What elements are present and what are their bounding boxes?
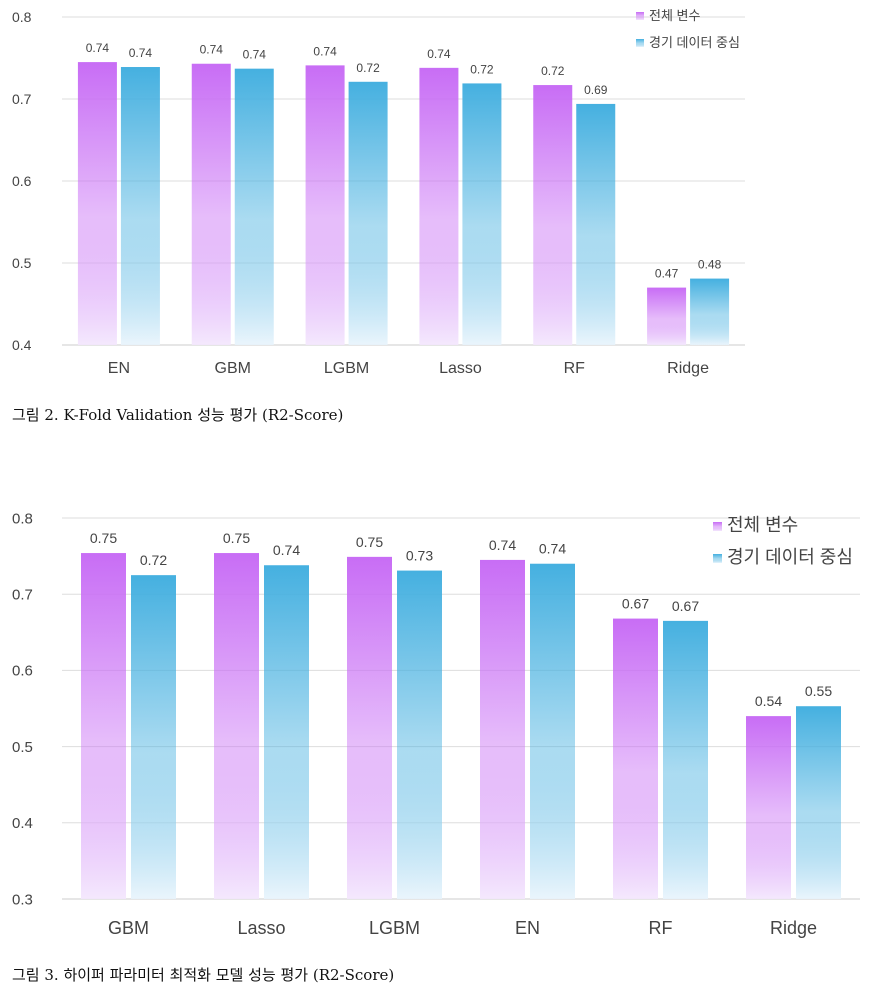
bar-en-series-2 xyxy=(120,67,160,346)
data-label: 0.74 xyxy=(243,48,267,62)
data-label: 0.74 xyxy=(427,47,451,61)
bar-en-series-1 xyxy=(480,559,525,899)
data-label: 0.67 xyxy=(622,596,649,612)
bar-rf-series-1 xyxy=(533,85,573,345)
bar-ridge-series-2 xyxy=(796,706,841,899)
figure-2-caption: 그림 2. K-Fold Validation 성능 평가 (R2-Score) xyxy=(12,406,344,424)
bar-ridge-series-1 xyxy=(746,716,791,899)
y-tick-label: 0.8 xyxy=(12,510,33,527)
bar-lgbm-series-1 xyxy=(347,556,392,899)
y-tick-label: 0.7 xyxy=(12,91,32,107)
data-label: 0.75 xyxy=(90,530,117,546)
data-label: 0.72 xyxy=(356,61,380,75)
bar-lgbm-series-1 xyxy=(305,65,345,345)
data-label: 0.72 xyxy=(541,64,565,78)
data-label: 0.74 xyxy=(539,541,566,557)
y-tick-label: 0.4 xyxy=(12,337,32,353)
bar-ridge-series-2 xyxy=(690,278,730,345)
bar-en-series-2 xyxy=(530,563,575,899)
bar-lgbm-series-2 xyxy=(397,570,442,899)
hyperparameter-tuned-chart: 0.3 0.4 0.5 0.6 0.7 0.8 0.75 0.72 GBM 0.75 0.74 Las… xyxy=(12,510,860,938)
y-tick-label: 0.5 xyxy=(12,739,33,756)
bar-rf-series-1 xyxy=(613,618,658,899)
legend-label: 경기 데이터 중심 xyxy=(727,547,853,567)
bar-gbm-series-2 xyxy=(234,68,274,345)
legend-swatch xyxy=(636,12,644,20)
y-tick-label: 0.3 xyxy=(12,891,33,908)
data-label: 0.74 xyxy=(86,41,110,55)
bar-lasso-series-1 xyxy=(419,67,459,345)
bar-lgbm-series-2 xyxy=(348,81,388,345)
bar-lasso-series-2 xyxy=(264,565,309,899)
x-tick-label: Lasso xyxy=(237,918,285,938)
kfold-validation-chart: 0.4 0.5 0.6 0.7 0.8 0.74 0.74 EN 0.74 0.74 GBM 0.74… xyxy=(12,8,745,377)
data-label: 0.54 xyxy=(755,693,782,709)
data-label: 0.55 xyxy=(805,683,832,699)
x-tick-label: RF xyxy=(649,918,673,938)
x-tick-label: Lasso xyxy=(439,360,482,377)
y-tick-label: 0.7 xyxy=(12,586,33,603)
legend-swatch xyxy=(636,39,644,47)
data-label: 0.75 xyxy=(223,530,250,546)
data-label: 0.48 xyxy=(698,258,722,272)
x-tick-label: Ridge xyxy=(667,360,709,377)
data-label: 0.74 xyxy=(489,537,516,553)
data-label: 0.67 xyxy=(672,598,699,614)
bar-gbm-series-2 xyxy=(131,575,176,899)
bar-lasso-series-1 xyxy=(214,553,259,899)
bar-en-series-1 xyxy=(77,62,117,345)
y-tick-label: 0.4 xyxy=(12,815,33,832)
bar-gbm-series-1 xyxy=(191,63,231,346)
legend-label: 경기 데이터 중심 xyxy=(649,35,740,50)
data-label: 0.47 xyxy=(655,267,679,281)
x-tick-label: EN xyxy=(515,918,540,938)
data-label: 0.72 xyxy=(140,552,167,568)
data-label: 0.74 xyxy=(273,542,300,558)
legend-label: 전체 변수 xyxy=(649,8,700,23)
data-label: 0.74 xyxy=(313,44,337,58)
data-label: 0.74 xyxy=(129,46,153,60)
x-tick-label: EN xyxy=(108,360,130,377)
x-tick-label: GBM xyxy=(108,918,149,938)
data-label: 0.69 xyxy=(584,83,608,97)
bar-gbm-series-1 xyxy=(81,553,126,899)
y-tick-label: 0.6 xyxy=(12,173,32,189)
data-label: 0.73 xyxy=(406,548,433,564)
x-tick-label: LGBM xyxy=(369,918,420,938)
y-tick-label: 0.6 xyxy=(12,663,33,680)
legend-swatch xyxy=(713,554,722,563)
data-label: 0.72 xyxy=(470,62,494,76)
legend-label: 전체 변수 xyxy=(727,515,798,535)
figure-3-caption: 그림 3. 하이퍼 파라미터 최적화 모델 성능 평가 (R2-Score) xyxy=(12,966,395,984)
data-label: 0.75 xyxy=(356,534,383,550)
y-tick-label: 0.5 xyxy=(12,255,32,271)
x-tick-label: Ridge xyxy=(770,918,817,938)
x-tick-label: GBM xyxy=(215,360,251,377)
x-tick-label: RF xyxy=(564,360,586,377)
bar-rf-series-2 xyxy=(663,620,708,899)
bar-rf-series-2 xyxy=(576,103,616,345)
y-tick-label: 0.8 xyxy=(12,9,32,25)
legend-swatch xyxy=(713,522,722,531)
bar-lasso-series-2 xyxy=(462,83,502,346)
x-tick-label: LGBM xyxy=(324,360,369,377)
bar-ridge-series-1 xyxy=(647,287,687,345)
data-label: 0.74 xyxy=(200,43,224,57)
